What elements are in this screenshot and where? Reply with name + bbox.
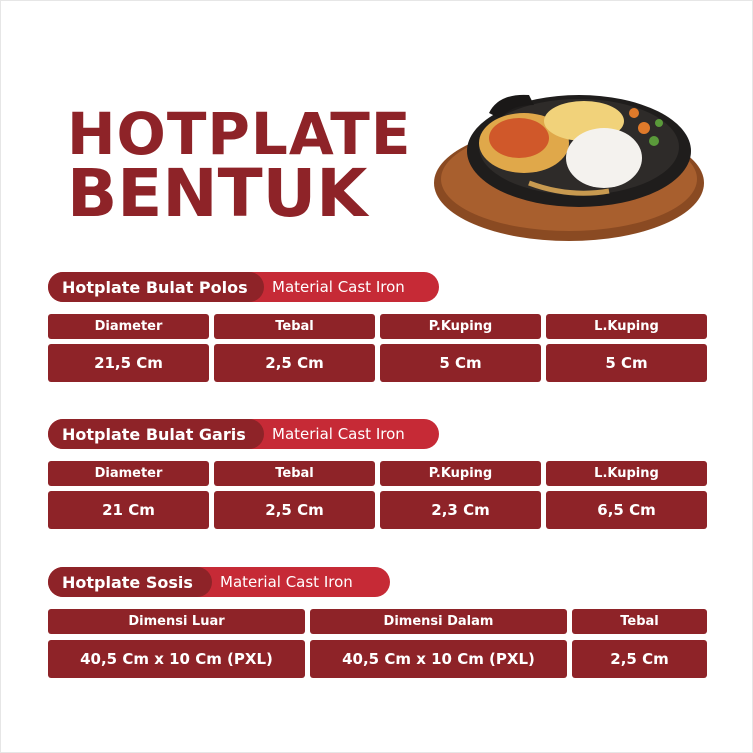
section-3-name: Hotplate Sosis: [48, 567, 212, 597]
header-cell: L.Kuping: [546, 461, 707, 486]
header-cell: Dimensi Dalam: [310, 609, 567, 634]
header-cell: Diameter: [48, 461, 209, 486]
value-cell: 21 Cm: [48, 491, 209, 529]
value-cell: 2,3 Cm: [380, 491, 541, 529]
value-cell: 5 Cm: [380, 344, 541, 382]
value-cell: 5 Cm: [546, 344, 707, 382]
value-cell: 40,5 Cm x 10 Cm (PXL): [48, 640, 305, 678]
section-2-material: Material Cast Iron: [272, 425, 405, 443]
title-line-2: BENTUK: [67, 155, 368, 232]
header-cell: Dimensi Luar: [48, 609, 305, 634]
value-cell: 21,5 Cm: [48, 344, 209, 382]
section-3-value-row: 40,5 Cm x 10 Cm (PXL) 40,5 Cm x 10 Cm (P…: [48, 640, 707, 678]
section-1-name: Hotplate Bulat Polos: [48, 272, 264, 302]
section-1-header: Hotplate Bulat Polos Material Cast Iron: [48, 272, 439, 302]
value-cell: 2,5 Cm: [214, 491, 375, 529]
header-cell: P.Kuping: [380, 461, 541, 486]
section-3-material: Material Cast Iron: [220, 573, 353, 591]
header-cell: Tebal: [572, 609, 707, 634]
value-cell: 2,5 Cm: [572, 640, 707, 678]
section-2-header-row: Diameter Tebal P.Kuping L.Kuping: [48, 461, 707, 486]
value-cell: 2,5 Cm: [214, 344, 375, 382]
section-1-material: Material Cast Iron: [272, 278, 405, 296]
header-cell: Tebal: [214, 461, 375, 486]
header-cell: Diameter: [48, 314, 209, 339]
value-cell: 40,5 Cm x 10 Cm (PXL): [310, 640, 567, 678]
section-1-header-row: Diameter Tebal P.Kuping L.Kuping: [48, 314, 707, 339]
section-3-header: Hotplate Sosis Material Cast Iron: [48, 567, 390, 597]
hotplate-food-image: [434, 94, 704, 241]
header-cell: L.Kuping: [546, 314, 707, 339]
header-cell: Tebal: [214, 314, 375, 339]
section-2-name: Hotplate Bulat Garis: [48, 419, 264, 449]
header-cell: P.Kuping: [380, 314, 541, 339]
section-2-value-row: 21 Cm 2,5 Cm 2,3 Cm 6,5 Cm: [48, 491, 707, 529]
value-cell: 6,5 Cm: [546, 491, 707, 529]
section-3-header-row: Dimensi Luar Dimensi Dalam Tebal: [48, 609, 707, 634]
section-1-value-row: 21,5 Cm 2,5 Cm 5 Cm 5 Cm: [48, 344, 707, 382]
section-2-header: Hotplate Bulat Garis Material Cast Iron: [48, 419, 439, 449]
title-line-1: HOTPLATE: [67, 100, 412, 168]
